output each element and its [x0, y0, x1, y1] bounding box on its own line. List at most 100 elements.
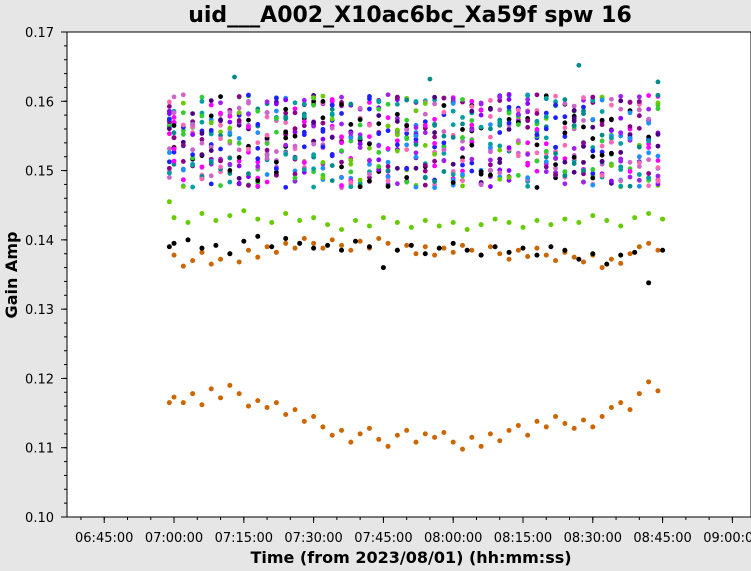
series-point: [366, 223, 372, 229]
gain-point: [329, 102, 335, 108]
gain-point: [339, 94, 344, 100]
series-point: [404, 242, 410, 248]
gain-point: [199, 131, 205, 136]
gain-point: [478, 171, 484, 177]
chart-title: uid___A002_X10ac6bc_Xa59f spw 16: [188, 3, 632, 28]
gain-point: [562, 173, 568, 179]
gain-point: [646, 157, 652, 163]
series-point: [357, 238, 363, 244]
gain-point: [422, 143, 428, 148]
series-point: [199, 249, 205, 255]
series-point: [515, 247, 521, 253]
y-tick-label: 0.12: [25, 372, 54, 387]
series-point: [236, 259, 242, 265]
series-point: [646, 240, 652, 246]
series-point: [357, 431, 363, 437]
gain-point: [553, 162, 558, 168]
series-point: [520, 224, 526, 230]
gain-point: [246, 124, 251, 130]
series-point: [339, 226, 345, 232]
gain-point: [320, 175, 326, 181]
x-tick-label: 08:00:00: [424, 531, 482, 546]
gain-point: [199, 94, 205, 100]
gain-point: [301, 123, 307, 129]
series-point: [464, 247, 470, 253]
gain-point: [394, 142, 400, 148]
gain-point: [320, 115, 326, 121]
series-point: [301, 418, 307, 424]
series-point: [385, 443, 391, 449]
gain-point: [543, 141, 549, 147]
series-point: [627, 251, 633, 257]
gain-point: [376, 143, 382, 149]
gain-point: [166, 126, 172, 132]
gain-point: [292, 106, 298, 112]
gain-point: [329, 125, 335, 131]
gain-point: [311, 152, 317, 158]
gain-point: [618, 93, 624, 99]
gain-point: [655, 79, 661, 85]
gain-point: [329, 106, 335, 112]
gain-point: [236, 110, 242, 116]
series-point: [632, 249, 638, 255]
gain-point: [199, 152, 205, 158]
gain-point: [618, 167, 624, 172]
gain-point: [515, 138, 521, 144]
gain-point: [367, 106, 372, 112]
gain-point: [590, 171, 596, 176]
gain-point: [441, 147, 447, 153]
gain-point: [497, 170, 503, 176]
series-point: [436, 245, 442, 251]
gain-point: [329, 111, 335, 117]
series-point: [460, 242, 466, 248]
gain-point: [348, 157, 354, 163]
gain-point: [534, 92, 540, 98]
series-point: [534, 217, 540, 223]
gain-point: [636, 113, 642, 119]
gain-point: [525, 183, 531, 189]
gain-point: [609, 163, 614, 168]
series-point: [413, 439, 419, 445]
gain-point: [618, 183, 624, 189]
gain-point: [469, 156, 475, 162]
gain-point: [422, 111, 428, 117]
gain-point: [534, 132, 540, 138]
gain-point: [553, 102, 558, 108]
gain-point: [581, 104, 586, 110]
gain-point: [609, 151, 614, 156]
gain-point: [339, 164, 344, 170]
gain-point: [655, 165, 661, 171]
gain-point: [404, 175, 410, 180]
gain-point: [553, 144, 558, 150]
series-point: [264, 405, 270, 411]
gain-point: [273, 95, 279, 101]
series-point: [213, 242, 219, 248]
gain-point: [208, 148, 214, 153]
gain-point: [488, 172, 493, 178]
gain-point: [478, 124, 484, 130]
series-point: [478, 443, 484, 449]
gain-point: [543, 96, 549, 102]
gain-point: [627, 174, 633, 180]
gain-point: [581, 171, 586, 177]
series-point: [339, 242, 345, 248]
gain-point: [562, 130, 568, 136]
gain-point: [655, 153, 661, 159]
gain-point: [218, 122, 223, 128]
series-point: [478, 252, 484, 258]
gain-point: [599, 173, 605, 178]
gain-point: [646, 150, 652, 156]
series-point: [460, 446, 466, 452]
gain-point: [488, 98, 493, 103]
gain-point: [385, 128, 391, 134]
gain-point: [515, 111, 521, 117]
gain-point: [339, 175, 344, 180]
gain-point: [385, 101, 391, 107]
gain-point: [469, 142, 475, 148]
series-point: [608, 256, 614, 262]
gain-point: [376, 157, 382, 163]
gain-point: [422, 175, 428, 181]
series-point: [441, 429, 447, 435]
gain-point: [180, 128, 186, 133]
gain-point: [376, 131, 382, 137]
